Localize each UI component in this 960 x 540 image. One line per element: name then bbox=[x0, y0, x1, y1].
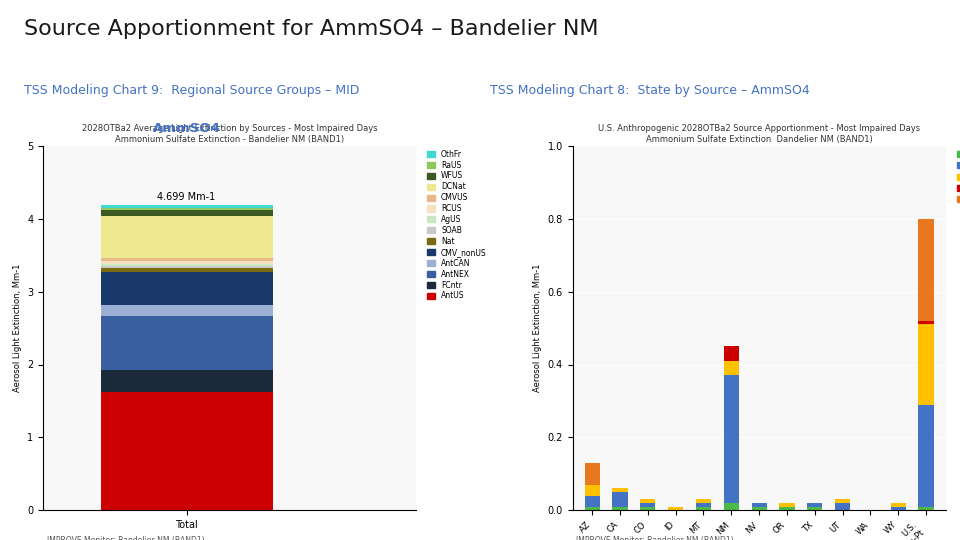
Bar bbox=[919, 507, 934, 510]
Bar bbox=[891, 503, 906, 507]
Bar bbox=[640, 507, 656, 510]
Title: 2028OTBa2 Average Light Extinction by Sources - Most Impaired Days
Ammonium Sulf: 2028OTBa2 Average Light Extinction by So… bbox=[82, 124, 377, 144]
Bar bbox=[101, 261, 273, 264]
Text: IMPROVE Monitor: Bandelier NM (BAND1): IMPROVE Monitor: Bandelier NM (BAND1) bbox=[576, 536, 734, 540]
Bar bbox=[640, 503, 656, 507]
Bar bbox=[891, 507, 906, 510]
Bar bbox=[101, 272, 273, 305]
Bar bbox=[101, 205, 273, 207]
Bar bbox=[919, 321, 934, 325]
Bar bbox=[724, 361, 739, 375]
Legend: OthFr, RaUS, WFUS, DCNat, CMVUS, RCUS, AgUS, SOAB, Nat, CMV_nonUS, AntCAN, AntNE: OthFr, RaUS, WFUS, DCNat, CMVUS, RCUS, A… bbox=[427, 150, 487, 300]
Bar bbox=[724, 346, 739, 361]
Bar bbox=[696, 507, 711, 510]
Bar bbox=[807, 507, 823, 510]
Bar bbox=[101, 259, 273, 261]
Bar bbox=[101, 268, 273, 272]
Bar bbox=[696, 500, 711, 503]
Bar bbox=[101, 264, 273, 266]
Bar bbox=[724, 503, 739, 510]
Bar bbox=[668, 507, 684, 510]
Bar bbox=[585, 507, 600, 510]
Bar bbox=[724, 375, 739, 503]
Text: 4.699 Mm-1: 4.699 Mm-1 bbox=[157, 192, 216, 202]
Bar bbox=[612, 488, 628, 492]
Title: U.S. Anthropogenic 2028OTBa2 Source Apportionment - Most Impaired Days
Ammonium : U.S. Anthropogenic 2028OTBa2 Source Appo… bbox=[598, 124, 921, 144]
Legend: ResWd/Bms, CrKNon, No/EGU, Visible, EGU: ResWd/Bms, CrKNon, No/EGU, Visible, EGU bbox=[957, 150, 960, 204]
Text: IMPROVE Monitor: Bandelier NM (BAND1): IMPROVE Monitor: Bandelier NM (BAND1) bbox=[47, 536, 204, 540]
Bar bbox=[101, 370, 273, 392]
Text: TSS Modeling Chart 8:  State by Source – AmmSO4: TSS Modeling Chart 8: State by Source – … bbox=[490, 84, 809, 97]
Bar bbox=[585, 485, 600, 496]
Bar bbox=[101, 316, 273, 370]
Text: Source Apportionment for AmmSO4 – Bandelier NM: Source Apportionment for AmmSO4 – Bandel… bbox=[24, 19, 598, 39]
Bar bbox=[752, 503, 767, 507]
Bar bbox=[919, 219, 934, 321]
Bar bbox=[101, 305, 273, 316]
Bar bbox=[919, 325, 934, 404]
Bar bbox=[612, 507, 628, 510]
Bar bbox=[612, 492, 628, 507]
Bar bbox=[835, 500, 851, 503]
Bar bbox=[919, 404, 934, 507]
Bar bbox=[696, 503, 711, 507]
Bar bbox=[780, 507, 795, 510]
Text: AmmSO4: AmmSO4 bbox=[154, 122, 221, 134]
Bar bbox=[640, 500, 656, 503]
Y-axis label: Aerosol Light Extinction, Mm-1: Aerosol Light Extinction, Mm-1 bbox=[12, 264, 22, 392]
Bar bbox=[585, 463, 600, 485]
Bar bbox=[752, 507, 767, 510]
Bar bbox=[101, 210, 273, 216]
Bar bbox=[780, 503, 795, 507]
Bar bbox=[585, 496, 600, 507]
Bar bbox=[835, 503, 851, 510]
Bar bbox=[807, 503, 823, 507]
Bar bbox=[101, 266, 273, 268]
Y-axis label: Aerosol Light Extinction, Mm-1: Aerosol Light Extinction, Mm-1 bbox=[533, 264, 542, 392]
Bar bbox=[101, 392, 273, 510]
Text: TSS Modeling Chart 9:  Regional Source Groups – MID: TSS Modeling Chart 9: Regional Source Gr… bbox=[24, 84, 359, 97]
Bar bbox=[101, 216, 273, 259]
Bar bbox=[101, 207, 273, 210]
